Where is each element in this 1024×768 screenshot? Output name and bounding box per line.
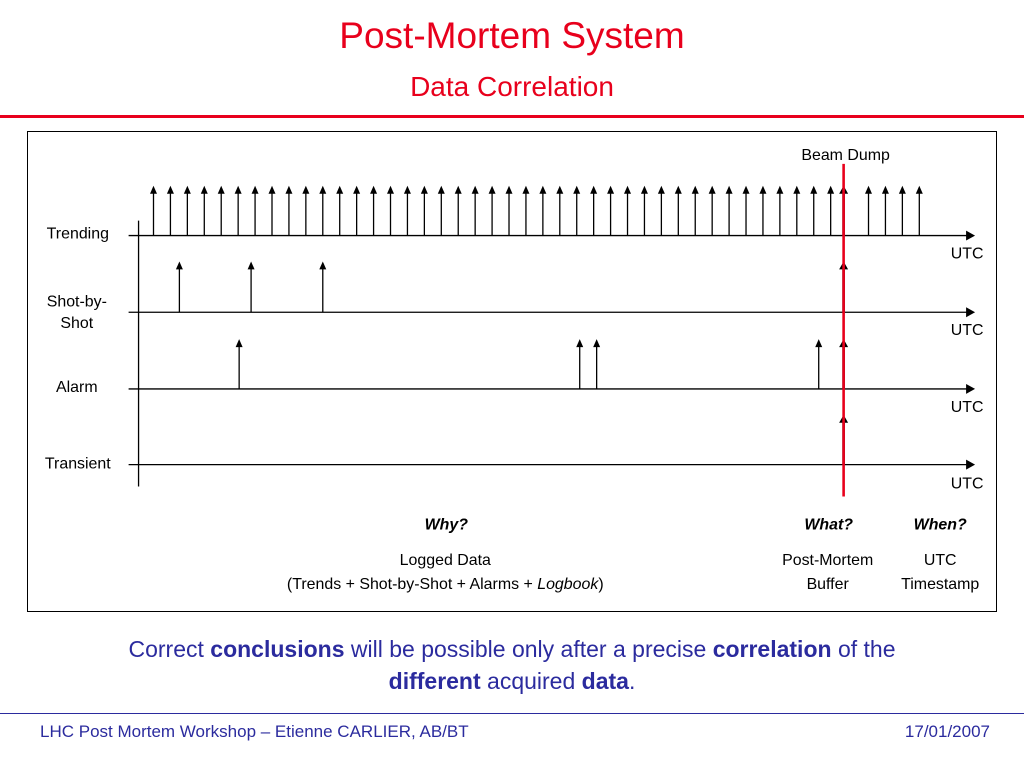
- conclusion-part: will be possible only after a precise: [344, 636, 713, 662]
- row-label: Alarm: [56, 379, 98, 396]
- time-axis-arrowhead: [966, 459, 976, 470]
- event-arrow: [302, 185, 310, 236]
- event-arrow: [488, 185, 496, 236]
- beam-dump-label: Beam Dump: [801, 147, 890, 164]
- event-arrow: [387, 185, 394, 236]
- time-axis-arrowhead: [966, 230, 976, 241]
- event-arrow: [420, 185, 428, 236]
- event-arrow: [593, 339, 601, 389]
- event-arrow: [319, 261, 327, 313]
- utc-axis-label: UTC: [951, 476, 984, 493]
- event-arrow: [576, 339, 584, 389]
- conclusion-emphasis: data: [581, 668, 629, 694]
- time-axis-arrowhead: [966, 383, 976, 394]
- event-arrow: [573, 185, 581, 236]
- event-arrow: [166, 185, 174, 236]
- utc-axis-label: UTC: [951, 245, 984, 262]
- event-arrow: [251, 185, 259, 236]
- event-arrow: [353, 185, 361, 236]
- footer-divider: [0, 713, 1024, 714]
- conclusion-text: Correct conclusions will be possible onl…: [0, 633, 1024, 697]
- post-mortem-buffer-label: Post-Mortem: [782, 552, 873, 569]
- event-arrow: [268, 185, 276, 236]
- event-arrow: [505, 185, 513, 236]
- event-arrow: [471, 185, 479, 236]
- conclusion-part: Correct: [128, 636, 211, 662]
- utc-timestamp-label: UTC: [924, 552, 957, 569]
- event-arrow: [234, 185, 242, 236]
- event-arrow: [539, 185, 547, 236]
- event-arrow: [640, 185, 648, 236]
- event-arrow: [556, 185, 564, 236]
- event-arrow: [200, 185, 208, 236]
- conclusion-emphasis: correlation: [712, 636, 832, 662]
- event-arrow: [403, 185, 411, 236]
- event-arrow: [454, 185, 462, 236]
- correlation-diagram-frame: Trending UTC Shot-by- Shot UTC Alarm UTC Transi…: [27, 131, 997, 612]
- footer-date: 17/01/2007: [904, 722, 990, 741]
- conclusion-emphasis: different: [388, 668, 481, 694]
- title-divider: [0, 115, 1024, 118]
- event-arrow: [708, 185, 716, 236]
- event-arrow: [725, 185, 733, 236]
- row-label: Shot: [60, 315, 93, 332]
- correlation-diagram: Trending UTC Shot-by- Shot UTC Alarm UTC Transi…: [45, 147, 984, 593]
- logged-data-detail: (Trends + Shot-by-Shot + Alarms + Logboo…: [287, 576, 604, 593]
- event-arrow: [336, 185, 344, 236]
- event-arrow: [150, 185, 157, 236]
- event-arrow: [437, 185, 445, 236]
- slide-title: Post-Mortem System: [339, 15, 685, 56]
- event-arrow: [881, 185, 889, 236]
- event-arrow: [759, 185, 767, 236]
- event-arrow: [175, 261, 183, 313]
- conclusion-part: acquired: [480, 668, 582, 694]
- event-arrow: [742, 185, 750, 236]
- event-arrow: [370, 185, 378, 236]
- event-arrow: [217, 185, 225, 236]
- what-label: What?: [804, 516, 853, 533]
- event-arrow: [898, 185, 906, 236]
- footer-credit: LHC Post Mortem Workshop – Etienne CARLI…: [40, 722, 469, 741]
- event-arrow: [624, 185, 632, 236]
- why-label: Why?: [425, 516, 469, 533]
- event-arrow: [183, 185, 191, 236]
- conclusion-emphasis: conclusions: [210, 636, 345, 662]
- logged-data-label: Logged Data: [400, 552, 491, 569]
- conclusion-part: .: [628, 668, 636, 694]
- event-arrow: [522, 185, 530, 236]
- row-label: Trending: [47, 226, 109, 243]
- event-arrow: [247, 261, 255, 313]
- event-arrow: [810, 185, 818, 236]
- event-arrow: [793, 185, 801, 236]
- post-mortem-buffer-label: Buffer: [807, 576, 850, 593]
- slide-subtitle: Data Correlation: [410, 71, 614, 102]
- time-axis-arrowhead: [966, 307, 976, 318]
- event-arrow: [915, 185, 923, 236]
- event-arrow: [674, 185, 682, 236]
- event-arrow: [657, 185, 665, 236]
- event-arrow: [776, 185, 784, 236]
- event-arrow: [285, 185, 293, 236]
- conclusion-part: of the: [831, 636, 896, 662]
- row-label: Shot-by-: [47, 293, 107, 310]
- event-arrow: [815, 339, 823, 389]
- utc-axis-label: UTC: [951, 322, 984, 339]
- when-label: When?: [914, 516, 967, 533]
- event-arrow: [319, 185, 327, 236]
- event-arrow: [691, 185, 699, 236]
- event-arrow: [590, 185, 598, 236]
- event-arrow: [607, 185, 615, 236]
- event-arrow: [235, 339, 243, 389]
- utc-axis-label: UTC: [951, 399, 984, 416]
- row-label: Transient: [45, 456, 111, 473]
- utc-timestamp-label: Timestamp: [901, 576, 979, 593]
- event-arrow: [827, 185, 835, 236]
- event-arrow: [865, 185, 872, 236]
